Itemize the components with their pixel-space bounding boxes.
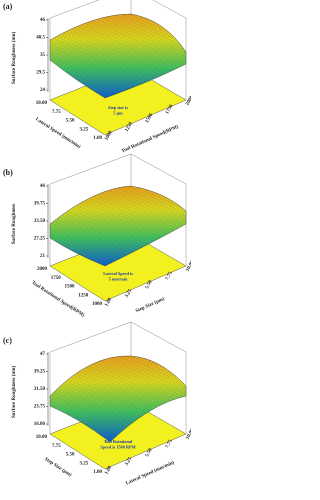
z-tick-label: 23.75 <box>34 405 46 410</box>
condition-note: 5 mm/min <box>109 276 128 281</box>
right-tick-label: 7.75 <box>165 439 174 450</box>
right-tick-label: 10.00 <box>185 260 191 273</box>
left-tick-label: 1500 <box>65 285 76 290</box>
figure: (a) 46 40.5 35 29.5 24 Surface Roughness (nm) 1… <box>3 0 191 487</box>
left-tick-label: 1.00 <box>93 136 102 141</box>
right-tick-label: 1750 <box>165 104 175 116</box>
left-tick-label: 7.75 <box>52 110 61 115</box>
z-tick-label: 24 <box>40 88 46 93</box>
z-tick-label: 46 <box>40 184 46 189</box>
panel-label: (a) <box>3 2 13 11</box>
surface-mesh <box>50 355 186 442</box>
left-tick-label: 1750 <box>51 276 62 281</box>
z-tick-label: 40.5 <box>36 36 45 41</box>
right-tick-label: 3.25 <box>125 456 134 467</box>
right-tick-label: 1.00 <box>104 297 113 308</box>
panel: (b) 46 39.75 33.50 27.25 21 Surface Roughness 2… <box>3 153 191 319</box>
right-tick-label: 10.00 <box>185 428 191 441</box>
right-tick-label: 1.00 <box>104 465 113 476</box>
z-tick-label: 39.25 <box>34 370 46 375</box>
left-tick-label: 1000 <box>92 302 103 307</box>
right-axis-title: Lateral Speed (mm/min) <box>125 460 175 486</box>
left-axis-title: Tool Rotational Speed(RPM) <box>30 281 85 319</box>
condition-note: 5 µm <box>113 110 123 115</box>
left-tick-label: 3.25 <box>80 461 89 466</box>
condition-note: Lateral Speed is <box>103 271 133 276</box>
z-tick-label: 16.00 <box>34 422 46 427</box>
z-tick-label: 35 <box>40 53 46 58</box>
condition-note: Speed is 1500 RPM <box>100 444 135 449</box>
left-tick-label: 1.00 <box>93 470 102 475</box>
z-tick-label: 33.50 <box>34 219 46 224</box>
left-tick-label: 7.75 <box>52 444 61 449</box>
left-tick-label: 5.50 <box>66 119 75 124</box>
left-tick-label: 10.00 <box>36 101 48 106</box>
z-tick-label: 21 <box>40 254 46 259</box>
condition-note: Tool Rotational <box>104 439 133 444</box>
z-tick-label: 29.5 <box>36 71 45 76</box>
z-tick-label: 31.50 <box>34 387 46 392</box>
left-axis-title: Step Size (µm) <box>43 457 72 478</box>
condition-note: Step size is <box>108 105 128 110</box>
left-tick-label: 3.25 <box>80 127 89 132</box>
surface-mesh <box>50 14 186 98</box>
right-axis-title: Step Size (µm) <box>135 297 166 314</box>
z-axis-title: Surface Roughness (nm) <box>12 366 17 419</box>
right-tick-label: 2000 <box>185 95 191 107</box>
left-tick-label: 2000 <box>37 267 48 272</box>
right-tick-label: 1250 <box>125 121 135 133</box>
right-tick-label: 5.50 <box>145 280 154 291</box>
panel-label: (b) <box>3 168 13 177</box>
panel: (c) 47 39.25 31.50 23.75 16.00 Surface Roughne… <box>3 321 191 487</box>
z-axis-title: Surface Roughness (nm) <box>12 32 17 85</box>
left-tick-label: 10.00 <box>36 435 48 440</box>
right-tick-label: 3.25 <box>125 288 134 299</box>
z-tick-label: 46 <box>40 18 46 23</box>
z-axis-title: Surface Roughness <box>12 204 17 245</box>
left-tick-label: 5.50 <box>66 453 75 458</box>
right-tick-label: 5.50 <box>145 448 154 459</box>
z-tick-label: 39.75 <box>34 202 46 207</box>
right-tick-label: 1500 <box>145 112 155 124</box>
z-tick-label: 27.25 <box>34 237 46 242</box>
panel: (a) 46 40.5 35 29.5 24 Surface Roughness (nm) 1… <box>3 0 191 154</box>
right-tick-label: 7.75 <box>165 271 174 282</box>
right-tick-label: 1000 <box>104 130 114 142</box>
panel-label: (c) <box>3 336 12 345</box>
surface-mesh <box>50 186 186 266</box>
left-tick-label: 1250 <box>78 293 89 298</box>
z-tick-label: 47 <box>40 352 46 357</box>
